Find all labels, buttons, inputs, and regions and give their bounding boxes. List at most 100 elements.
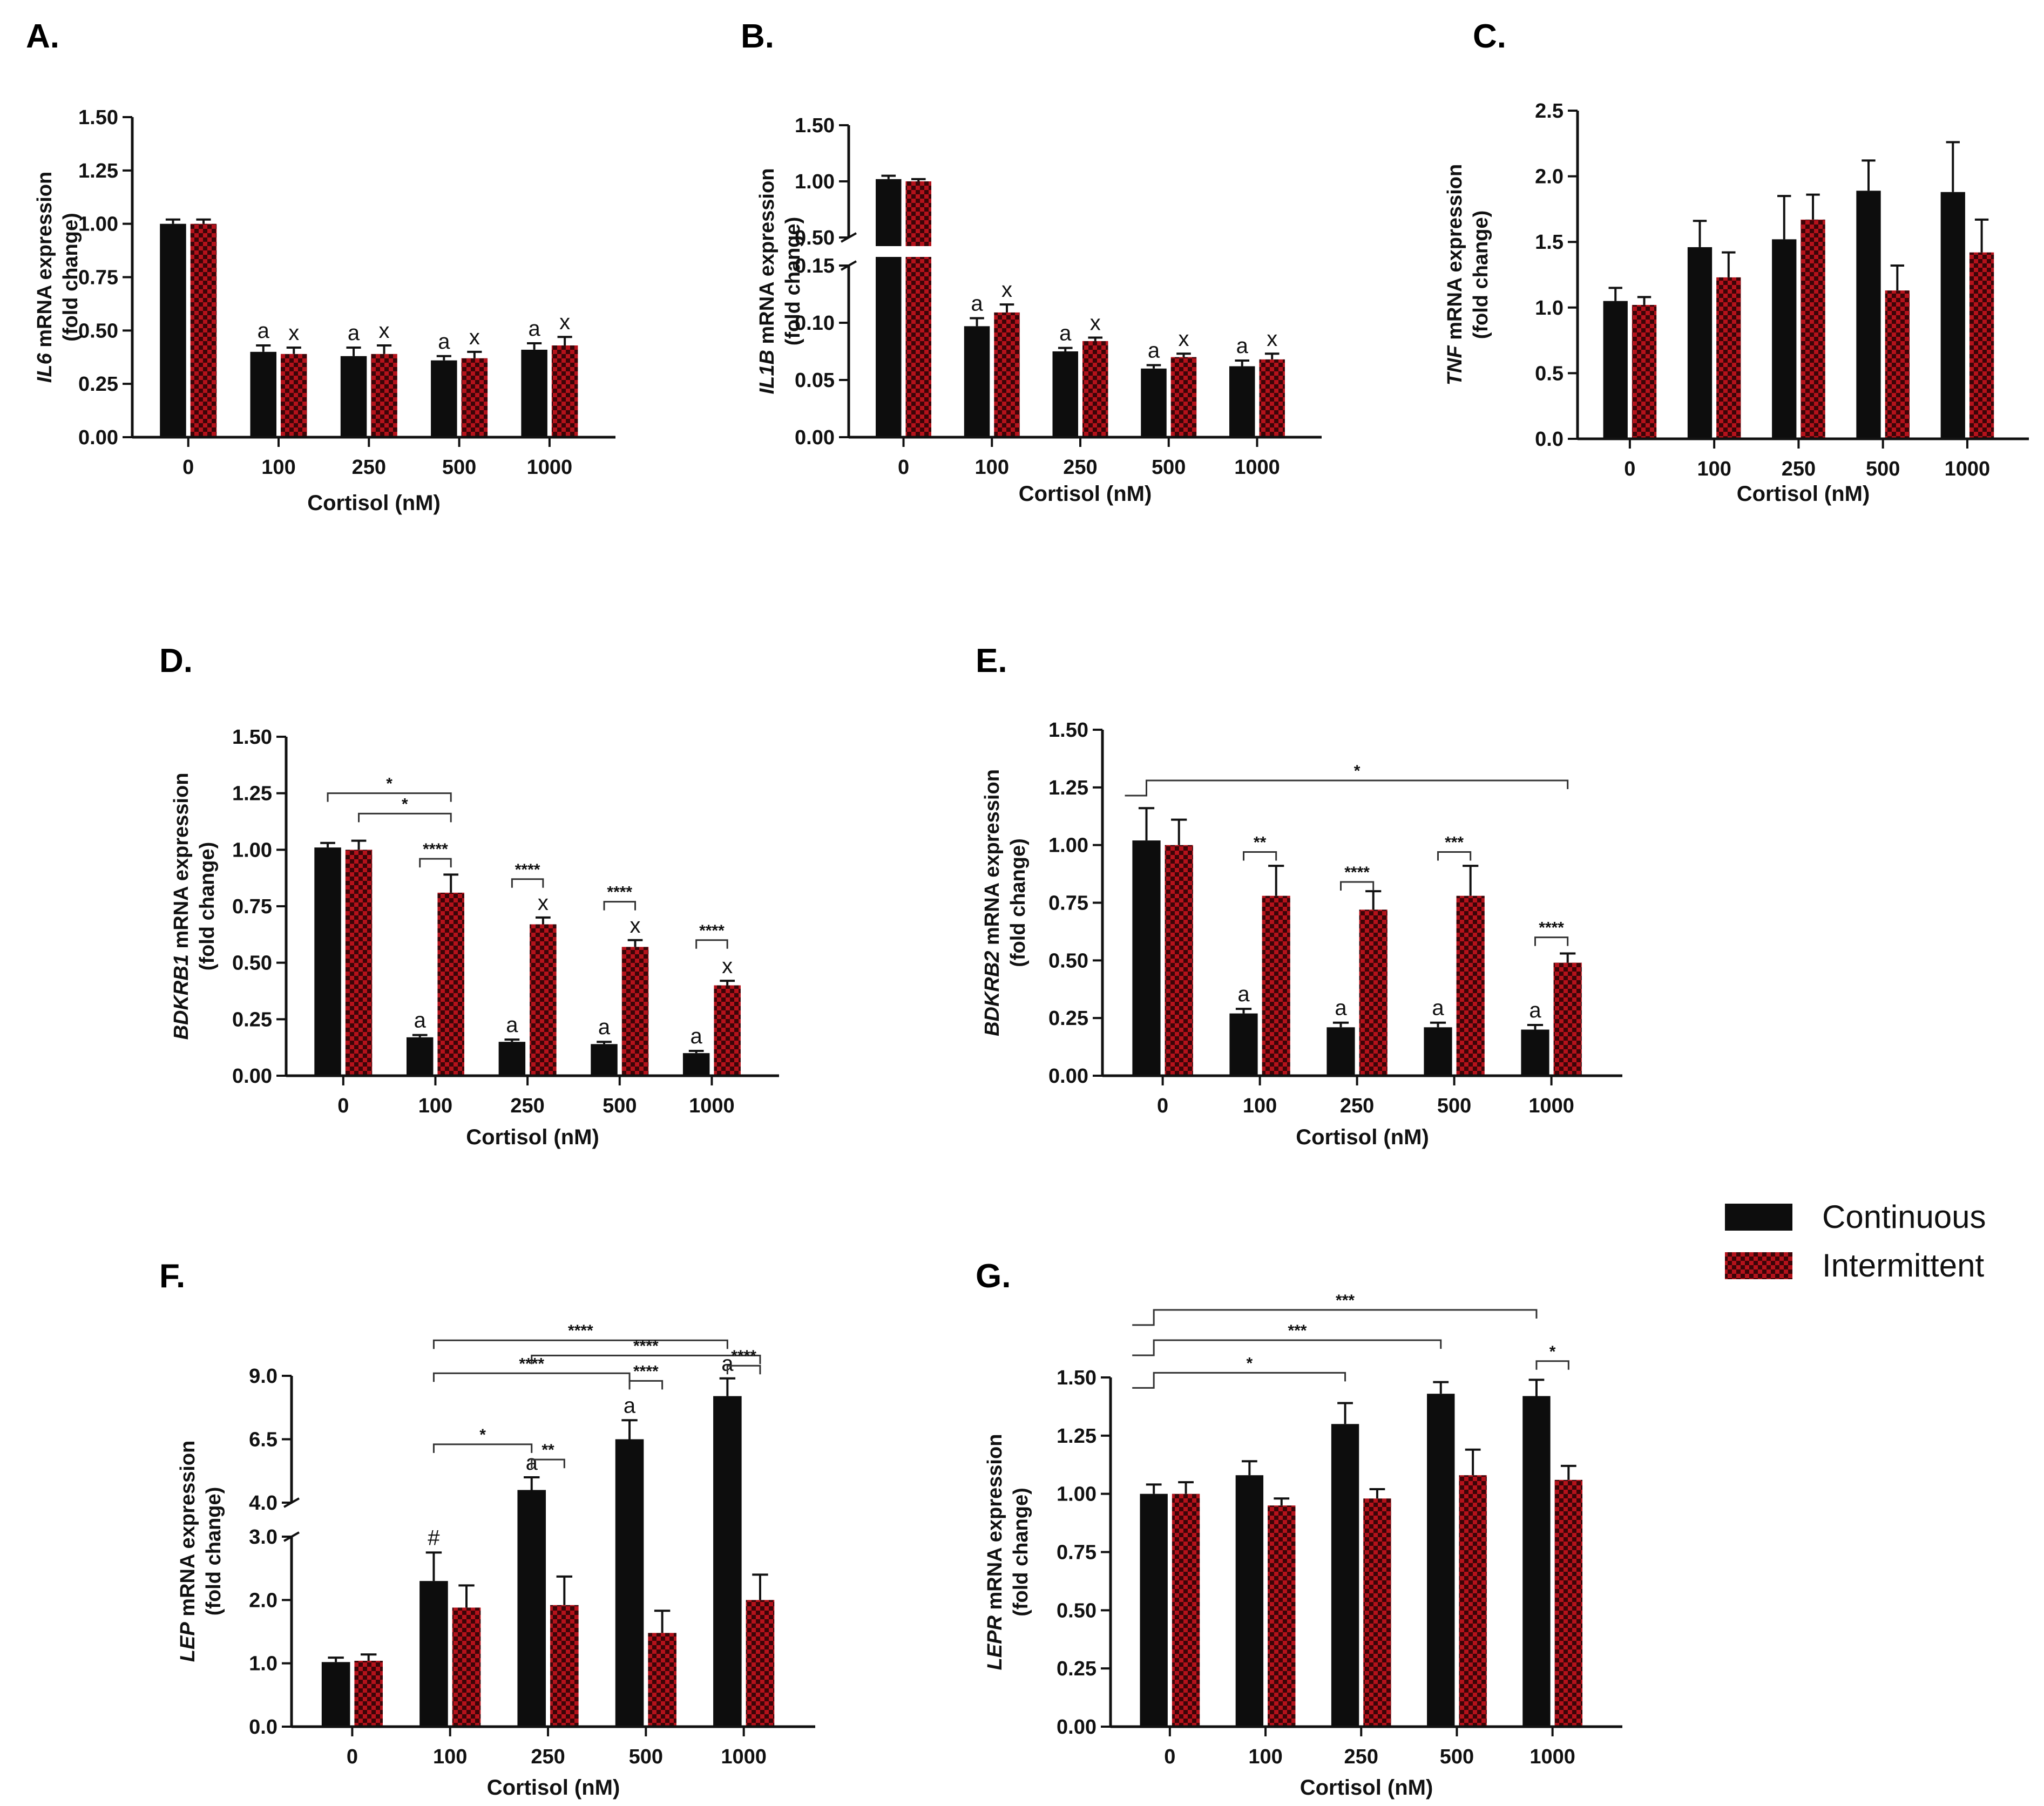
bar-continuous-100 (250, 351, 277, 437)
y-tick-label: 0.25 (1048, 1007, 1088, 1030)
significance-letter: a (258, 319, 270, 343)
significance-stars: **** (515, 861, 540, 879)
bar-intermittent-500 (1456, 895, 1485, 1076)
y-tick-label: 0.75 (1048, 892, 1088, 915)
y-tick-label: 1.00 (795, 171, 835, 193)
bar-continuous-1000 (713, 1396, 742, 1727)
bar-continuous-500 (1856, 191, 1881, 439)
significance-letter: x (1090, 311, 1101, 335)
bar-continuous-100 (419, 1581, 448, 1727)
significance-bracket (358, 812, 452, 823)
x-tick-label: 250 (510, 1095, 544, 1117)
y-tick-label: 0.25 (78, 373, 118, 396)
x-tick-label: 100 (1243, 1095, 1277, 1117)
x-tick-label: 250 (1344, 1746, 1378, 1768)
y-tick-label: 0.25 (1057, 1658, 1097, 1680)
bar-intermittent-1000 (746, 1600, 775, 1727)
y-label-rest: mRNA expression (170, 773, 193, 954)
x-tick-label: 250 (531, 1746, 565, 1768)
x-tick-label: 1000 (1528, 1095, 1574, 1117)
significance-stars: * (1354, 762, 1361, 780)
bar-continuous-0 (1140, 1493, 1168, 1727)
x-tick-label: 1000 (689, 1095, 735, 1117)
significance-letter: a (528, 317, 540, 341)
significance-stars: *** (1336, 1292, 1355, 1309)
panels: A.a a aax x xx0.000.250.500.751.001.251.500 1… (26, 18, 2029, 1800)
bar-intermittent-250 (1359, 909, 1388, 1076)
y-axis-label: BDKRB2 mRNA expression (981, 769, 1004, 1036)
significance-bracket (726, 1364, 761, 1375)
significance-letter: a (1529, 999, 1541, 1022)
y-tick-label: 1.50 (232, 726, 272, 749)
x-tick-label: 250 (352, 456, 386, 479)
y-tick-label: 1.25 (1057, 1425, 1097, 1448)
significance-stars: **** (1539, 919, 1564, 937)
significance-stars: * (386, 775, 392, 793)
y-tick-label: 1.50 (1048, 719, 1088, 742)
significance-stars: * (1549, 1343, 1556, 1361)
y-tick-label: 2.0 (1535, 166, 1564, 188)
bar-continuous-250 (1326, 1027, 1355, 1076)
y-tick-label: 1.25 (1048, 777, 1088, 799)
y-tick-label: 0.50 (1048, 949, 1088, 972)
y-tick-label: 1.50 (795, 114, 835, 137)
significance-stars: *** (1445, 833, 1464, 851)
bar-intermittent-100 (1716, 277, 1741, 439)
x-tick-label: 100 (1248, 1746, 1282, 1768)
y-tick-label: 1.00 (1057, 1483, 1097, 1506)
significance-stars: *** (1288, 1322, 1307, 1340)
panel-e: E.aa a a**************0.000.250.500.751.00… (976, 642, 1622, 1149)
y-tick-label: 0.50 (795, 227, 835, 249)
bar-continuous-1000 (1522, 1396, 1551, 1727)
significance-stars: * (479, 1426, 486, 1444)
bar-continuous-0 (321, 1662, 350, 1727)
x-tick-label: 500 (442, 456, 476, 479)
bar-intermittent-250 (371, 354, 397, 437)
significance-letter: x (1267, 327, 1277, 351)
x-axis-label: Cortisol (nM) (466, 1125, 599, 1149)
bar-intermittent-500 (621, 947, 649, 1076)
bar-intermittent-1000 (1259, 359, 1285, 437)
bar-continuous-250 (1772, 239, 1797, 439)
significance-bracket (1534, 936, 1569, 946)
x-axis-label: Cortisol (nM) (1300, 1776, 1433, 1800)
significance-bracket (531, 1458, 565, 1469)
significance-letter: a (721, 1352, 734, 1376)
x-tick-label: 1000 (527, 456, 573, 479)
significance-bracket (1132, 1339, 1442, 1356)
significance-letter: a (1148, 338, 1160, 362)
bar-intermittent-0 (1165, 845, 1193, 1076)
y-axis-label-line2: (fold change) (1470, 211, 1492, 340)
bar-intermittent-250 (550, 1605, 579, 1727)
y-tick-label: 1.50 (78, 106, 118, 129)
bar-continuous-0 (1603, 301, 1628, 439)
panel-d: D.a a a axxx******************0.000.250.500… (159, 642, 779, 1149)
y-tick-label: 0.25 (232, 1008, 272, 1031)
bar-continuous-100 (1229, 1013, 1258, 1076)
bar-continuous-500 (1424, 1027, 1452, 1076)
x-tick-label: 500 (1440, 1746, 1474, 1768)
bar-intermittent-1000 (1554, 1479, 1583, 1727)
bar-intermittent-500 (1170, 357, 1197, 437)
bar-continuous-100 (406, 1037, 434, 1076)
y-axis-label-line2: (fold change) (59, 213, 82, 342)
bar-continuous-0 (160, 223, 186, 437)
significance-letter: x (538, 891, 549, 915)
bar-intermittent-500 (1885, 290, 1910, 439)
gene-name: LEPR (984, 1615, 1006, 1671)
x-tick-label: 0 (347, 1746, 358, 1768)
significance-letter: a (414, 1009, 427, 1033)
significance-bracket (1340, 881, 1375, 891)
y-tick-label: 1.25 (232, 783, 272, 805)
bar-continuous-500 (1141, 368, 1167, 437)
significance-letter: x (1178, 327, 1189, 351)
x-tick-label: 500 (603, 1095, 637, 1117)
y-tick-label: 1.00 (1048, 834, 1088, 857)
significance-stars: ** (542, 1441, 554, 1459)
significance-bracket (1125, 779, 1569, 797)
bar-continuous-500 (591, 1044, 618, 1076)
x-axis-label: Cortisol (nM) (1737, 482, 1870, 506)
y-tick-label: 2.0 (249, 1589, 278, 1612)
significance-stars: **** (607, 884, 632, 901)
